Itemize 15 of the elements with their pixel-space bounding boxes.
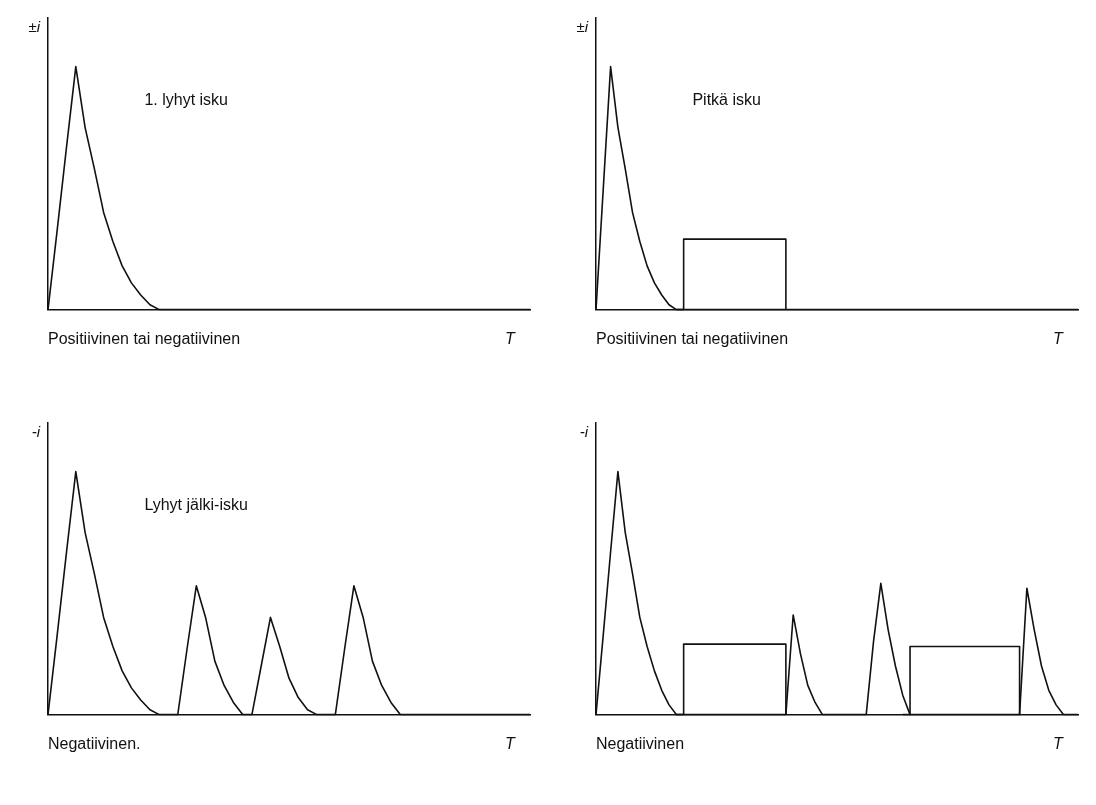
text: Negatiivinen. (48, 734, 141, 752)
x-axis-title: T (1053, 329, 1065, 347)
x-axis-title: T (1053, 734, 1065, 752)
text: Negatiivinen (596, 734, 685, 752)
text: Positiivinen tai negatiivinen (48, 329, 241, 347)
y-axis-title: -i (31, 423, 41, 440)
annotation: 1. lyhyt isku (144, 91, 228, 109)
y-axis-title: -i (579, 423, 589, 440)
text: Positiivinen tai negatiivinen (596, 329, 789, 347)
annotation: Lyhyt jälki-isku (144, 496, 248, 514)
x-axis-title: T (505, 329, 517, 347)
x-axis-title: T (505, 734, 517, 752)
annotation: Pitkä isku (692, 91, 761, 109)
y-axis-title: ±i (576, 18, 589, 35)
y-axis-title: ±i (28, 18, 41, 35)
